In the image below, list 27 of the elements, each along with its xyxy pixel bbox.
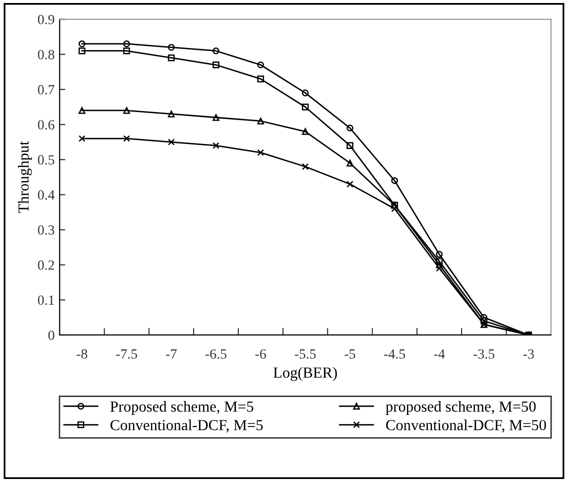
y-tick-label: 0.5 xyxy=(38,155,54,165)
y-tick-label: 0.9 xyxy=(38,14,54,24)
x-tick-label: -6 xyxy=(255,349,266,359)
x-tick-label: -4 xyxy=(434,349,445,359)
y-tick-label: 0.7 xyxy=(38,85,54,94)
y-tick-label: 0.1 xyxy=(38,295,54,305)
x-tick-label: -3.5 xyxy=(473,349,494,359)
y-tick-label: 0.6 xyxy=(38,120,54,130)
y-tick-label: 0.3 xyxy=(38,225,54,235)
y-tick-label: 0 xyxy=(48,330,54,340)
x-tick-label: -6.5 xyxy=(205,349,226,359)
x-tick-label: -8 xyxy=(76,349,88,359)
x-tick-label: -4.5 xyxy=(384,349,406,359)
x-tick-label: -5.5 xyxy=(294,349,316,359)
y-tick-label: 0.2 xyxy=(38,260,54,270)
y-tick-label: 0.8 xyxy=(38,50,54,60)
x-tick-label: -7 xyxy=(166,349,177,359)
y-tick-label: 0.4 xyxy=(38,190,55,200)
legend-label: Conventional-DCF, M=5 xyxy=(110,420,263,432)
x-tick-label: -7.5 xyxy=(116,349,138,359)
legend-label: Conventional-DCF, M=50 xyxy=(386,420,546,432)
legend-label: Proposed scheme, M=5 xyxy=(110,400,254,415)
legend-label: proposed scheme, M=50 xyxy=(386,400,536,415)
x-tick-label: -3 xyxy=(523,349,534,359)
x-axis-title: Log(BER) xyxy=(273,367,337,381)
y-axis-title: Throughput xyxy=(18,141,32,213)
x-tick-label: -5 xyxy=(344,349,356,359)
